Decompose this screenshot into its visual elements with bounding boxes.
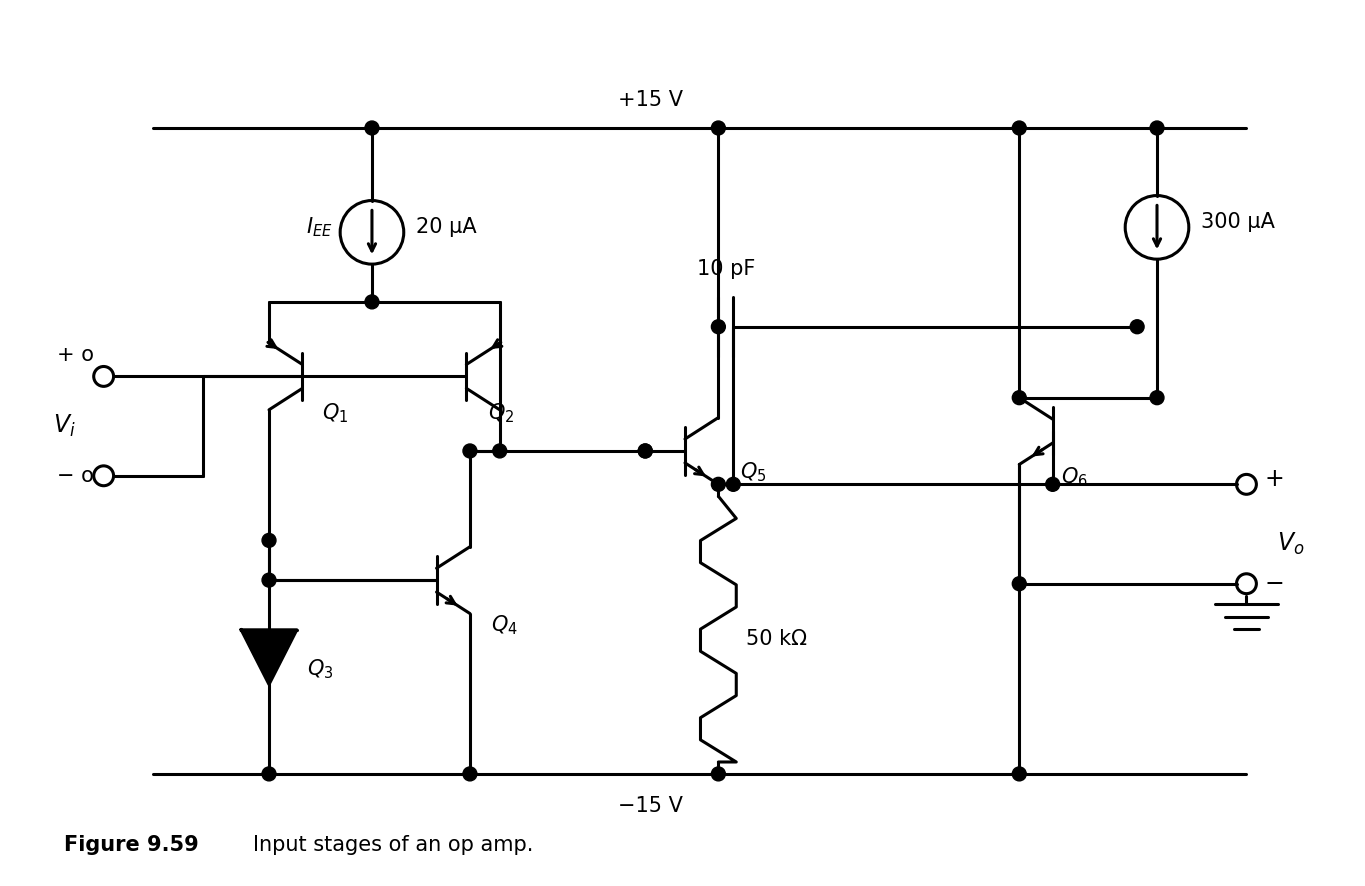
Circle shape: [711, 767, 725, 781]
Circle shape: [1130, 320, 1144, 334]
Circle shape: [1013, 577, 1026, 591]
Text: Figure 9.59: Figure 9.59: [64, 835, 199, 856]
Text: 50 kΩ: 50 kΩ: [747, 629, 807, 649]
Circle shape: [1151, 391, 1164, 405]
Circle shape: [711, 478, 725, 492]
Text: $Q_5$: $Q_5$: [740, 461, 766, 485]
Text: +15 V: +15 V: [618, 90, 682, 110]
Circle shape: [262, 767, 276, 781]
Text: $V_i$: $V_i$: [53, 413, 75, 439]
Circle shape: [726, 478, 740, 492]
Text: $Q_2$: $Q_2$: [489, 401, 515, 425]
Circle shape: [711, 121, 725, 135]
Circle shape: [711, 320, 725, 334]
Text: 300 μA: 300 μA: [1201, 213, 1275, 232]
Circle shape: [364, 295, 379, 309]
Circle shape: [1151, 121, 1164, 135]
Text: − o: − o: [57, 466, 94, 486]
Circle shape: [463, 444, 476, 458]
Circle shape: [262, 533, 276, 548]
Text: $I_{EE}$: $I_{EE}$: [306, 215, 332, 239]
Text: $V_o$: $V_o$: [1278, 531, 1305, 557]
Circle shape: [1046, 478, 1059, 492]
Circle shape: [262, 573, 276, 587]
Text: $Q_1$: $Q_1$: [322, 401, 348, 425]
Circle shape: [1013, 121, 1026, 135]
Text: Input stages of an op amp.: Input stages of an op amp.: [253, 835, 534, 856]
Text: −15 V: −15 V: [618, 796, 682, 816]
Circle shape: [1013, 391, 1026, 405]
Polygon shape: [242, 630, 296, 685]
Circle shape: [639, 444, 652, 458]
Text: +: +: [1264, 468, 1284, 492]
Text: $Q_6$: $Q_6$: [1061, 466, 1088, 489]
Text: 20 μA: 20 μA: [416, 217, 476, 237]
Circle shape: [364, 121, 379, 135]
Circle shape: [463, 767, 476, 781]
Circle shape: [639, 444, 652, 458]
Text: 10 pF: 10 pF: [696, 259, 755, 279]
Text: $Q_3$: $Q_3$: [307, 657, 333, 681]
Circle shape: [1013, 767, 1026, 781]
Circle shape: [493, 444, 506, 458]
Text: $Q_4$: $Q_4$: [491, 613, 519, 637]
Text: + o: + o: [57, 345, 94, 364]
Text: −: −: [1264, 571, 1284, 595]
